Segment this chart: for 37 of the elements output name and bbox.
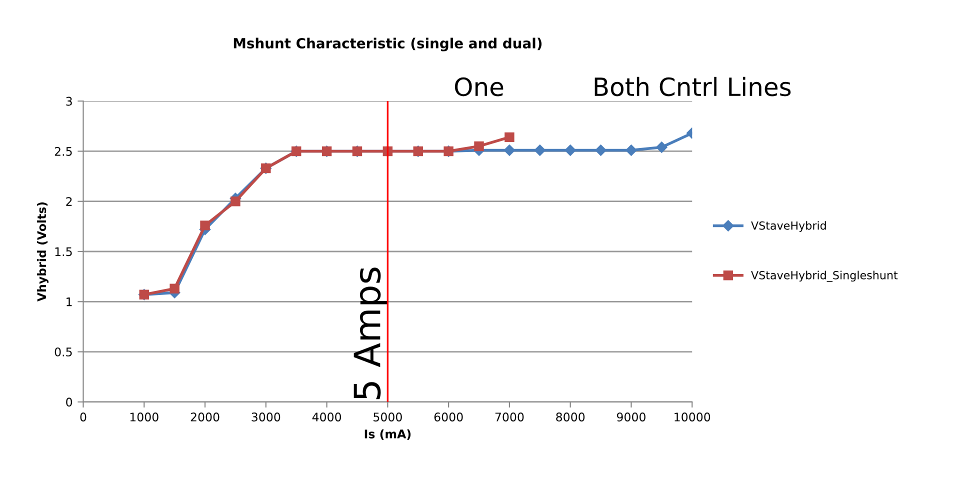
x-tick-label: 3000: [252, 412, 280, 422]
point: [564, 144, 576, 156]
legend-label: VStaveHybrid: [751, 221, 826, 232]
y-tick-label: 0: [66, 398, 72, 407]
point: [474, 141, 484, 152]
x-tick-label: 4000: [312, 412, 342, 422]
y-tick-label: 3: [66, 96, 72, 106]
text: Both Cntrl Lines: [594, 76, 791, 96]
point: [230, 196, 240, 206]
x-tick-label: 9000: [616, 412, 646, 422]
point: [534, 144, 546, 156]
x-tick-label: 7000: [495, 412, 524, 422]
y-tick-label: 0.5: [54, 348, 72, 356]
point: [656, 142, 668, 153]
x-tick-label: 8000: [556, 412, 585, 422]
point: [504, 132, 514, 142]
x-axis-title: Is (mA): [364, 429, 411, 440]
text: One: [454, 77, 504, 96]
x-tick-label: 2000: [190, 412, 220, 422]
x-tick-label: 10000: [674, 412, 710, 422]
x-tick-label: 0: [80, 412, 86, 422]
point: [200, 220, 210, 230]
legend-label: VStaveHybrid_Singleshunt: [751, 270, 898, 282]
x-tick-label: 5000: [374, 412, 402, 422]
point: [170, 284, 180, 294]
x-tick-label: 6000: [434, 412, 463, 422]
point: [595, 144, 606, 156]
y-axis-title: Vhybrid (Volts): [36, 202, 48, 302]
ref-line-label: 5 Amps: [354, 268, 388, 400]
point: [626, 144, 637, 156]
y-tick-label: 1: [66, 298, 72, 306]
y-tick-label: 2: [66, 197, 72, 206]
x-tick-label: 1000: [130, 412, 158, 422]
y-tick-label: 1.5: [55, 247, 72, 256]
chart-title: Mshunt Characteristic (single and dual): [234, 38, 542, 52]
point: [504, 144, 516, 156]
y-tick-label: 2.5: [54, 146, 72, 156]
